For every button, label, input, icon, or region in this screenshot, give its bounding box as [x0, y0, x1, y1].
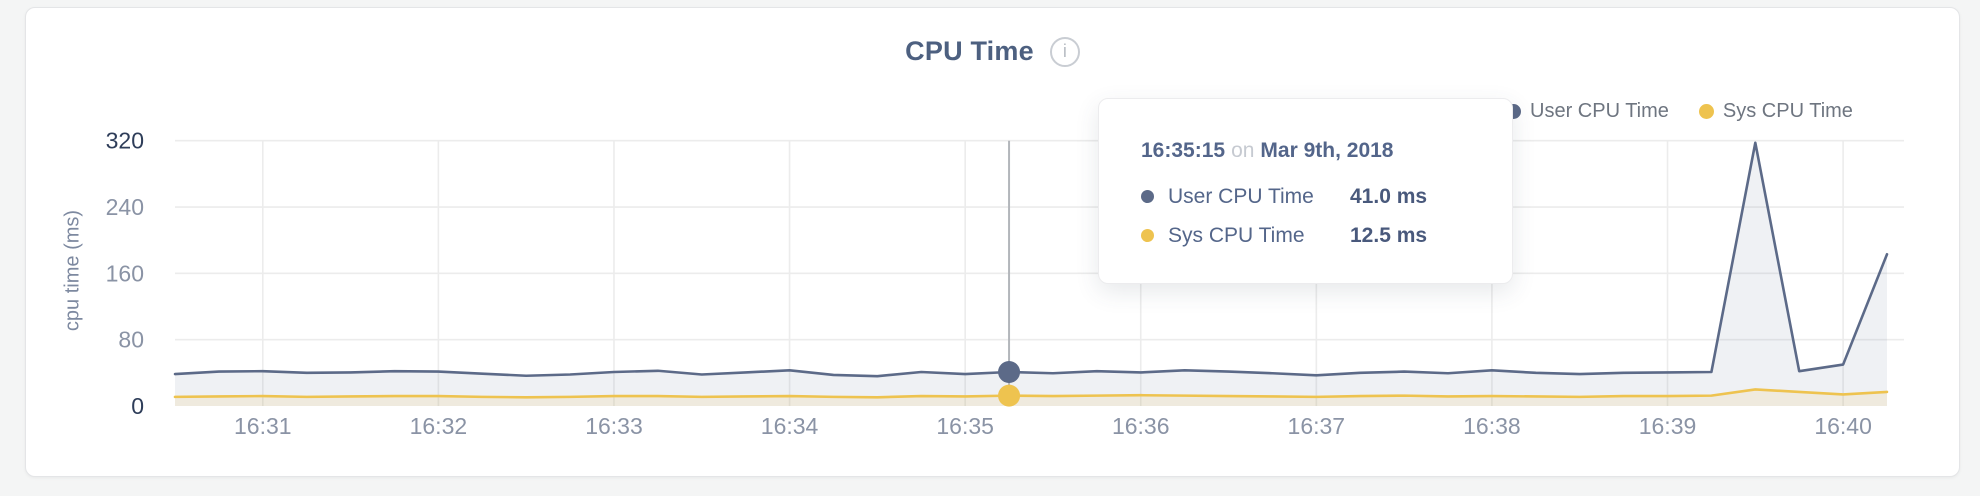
svg-text:16:37: 16:37 — [1288, 413, 1346, 439]
svg-text:16:31: 16:31 — [234, 413, 292, 439]
chart-canvas: 320 240 160 80 0 16:31 16:32 16:33 16:34 16:35 16:… — [106, 128, 1904, 439]
svg-text:16:36: 16:36 — [1112, 413, 1170, 439]
svg-text:0: 0 — [131, 393, 144, 419]
svg-text:16:35: 16:35 — [936, 413, 994, 439]
svg-text:80: 80 — [118, 327, 144, 353]
tooltip-date: Mar 9th, 2018 — [1260, 139, 1394, 162]
cpu-time-chart-card: CPU Time i 320 240 160 80 0 16:31 16:32 16:33 16… — [25, 7, 1960, 477]
svg-text:16:40: 16:40 — [1814, 413, 1872, 439]
svg-text:240: 240 — [106, 194, 144, 220]
tooltip-series-value: 12.5 ms — [1350, 223, 1428, 247]
sys-series-dot-icon — [1141, 229, 1154, 242]
sys-series-dot-icon — [1698, 104, 1714, 119]
svg-text:320: 320 — [106, 128, 144, 154]
legend-item-sys-cpu-time[interactable]: Sys CPU Time — [1698, 100, 1853, 123]
chart-title: CPU Time — [905, 36, 1034, 66]
tooltip-timestamp: 16:35:15 on Mar 9th, 2018 — [1141, 139, 1482, 163]
legend-label: Sys CPU Time — [1722, 100, 1853, 122]
tooltip-connector: on — [1231, 139, 1255, 162]
legend-item-user-cpu-time[interactable]: User CPU Time — [1506, 100, 1669, 123]
svg-text:16:34: 16:34 — [761, 413, 819, 439]
tooltip-row-sys: Sys CPU Time 12.5 ms — [1141, 216, 1482, 255]
chart-legend: User CPU Time Sys CPU Time — [1506, 100, 1853, 123]
svg-text:16:39: 16:39 — [1639, 413, 1697, 439]
svg-text:16:38: 16:38 — [1463, 413, 1521, 439]
svg-text:16:33: 16:33 — [585, 413, 643, 439]
tooltip-series-value: 41.0 ms — [1350, 184, 1428, 208]
tooltip-series-label: User CPU Time — [1168, 184, 1314, 208]
tooltip-series-label: Sys CPU Time — [1168, 223, 1305, 247]
chart-header: CPU Time i — [26, 36, 1959, 67]
user-series-dot-icon — [1141, 190, 1154, 203]
info-icon[interactable]: i — [1049, 36, 1080, 67]
legend-label: User CPU Time — [1530, 100, 1669, 122]
tooltip-row-user: User CPU Time 41.0 ms — [1141, 177, 1482, 216]
y-axis-title: cpu time (ms) — [61, 209, 84, 332]
chart-tooltip: 16:35:15 on Mar 9th, 2018 User CPU Time 41… — [1098, 98, 1513, 284]
chart-plot-area[interactable] — [166, 133, 1906, 421]
svg-text:160: 160 — [106, 260, 144, 286]
svg-text:16:32: 16:32 — [410, 413, 468, 439]
tooltip-time: 16:35:15 — [1141, 139, 1226, 162]
